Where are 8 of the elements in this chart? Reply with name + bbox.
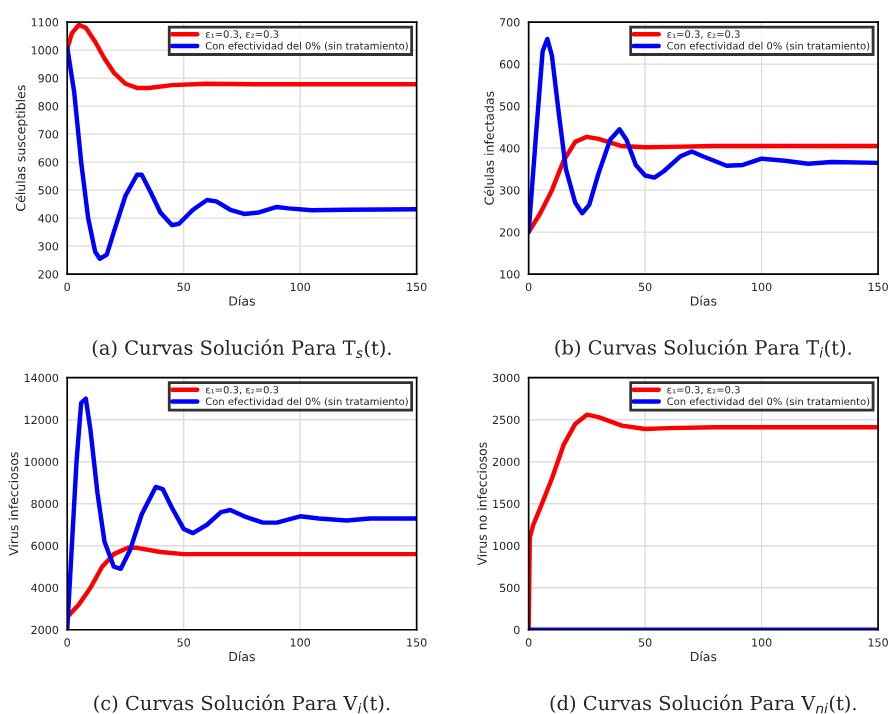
- text: (d) Curvas Solución Para V$_{ni}$(t).: [550, 694, 856, 714]
- text: (b) Curvas Solución Para T$_{i}$(t).: [555, 338, 851, 358]
- line-series: [528, 134, 879, 235]
- line-series: [67, 45, 417, 261]
- line-series: [67, 545, 417, 620]
- text: (a) Curvas Solución Para T$_{s}$(t).: [92, 339, 391, 359]
- text: (c) Curvas Solución Para V$_{i}$(t).: [94, 694, 390, 714]
- line-series: [528, 36, 879, 235]
